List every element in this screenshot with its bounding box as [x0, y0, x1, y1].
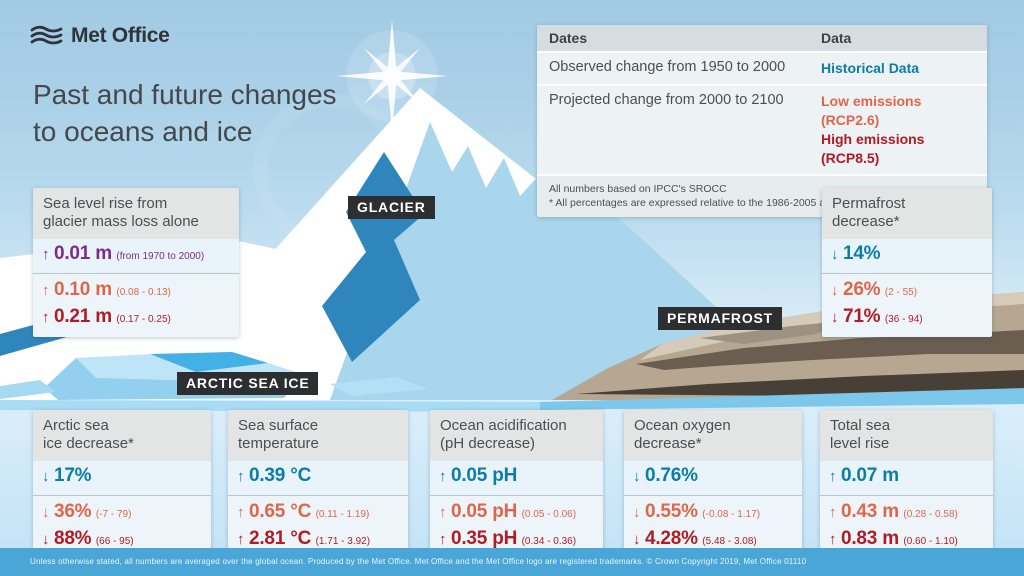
stat-value: ↓ 71% (36 - 94) — [831, 306, 923, 327]
stat-value: ↑ 0.10 m (0.08 - 0.13) — [42, 279, 171, 300]
stat-value: ↑ 0.07 m — [829, 465, 899, 486]
stat-row-historical: ↓ 17% — [33, 461, 211, 496]
trend-arrow-icon: ↓ — [42, 468, 50, 485]
stat-box-title: Sea surface temperature — [228, 410, 408, 461]
legend-observed-dates: Observed change from 1950 to 2000 — [549, 59, 786, 75]
stat-box-sea-surface-temperature: Sea surface temperature ↑ 0.39 °C ↑ 0.65 … — [228, 410, 408, 559]
legend-header-row: Dates Data — [537, 25, 987, 51]
trend-arrow-icon: ↑ — [42, 309, 50, 326]
glacier-label: GLACIER — [348, 196, 435, 219]
trend-arrow-icon: ↓ — [633, 504, 641, 521]
trend-arrow-icon: ↓ — [831, 246, 839, 263]
stat-value: ↑ 0.21 m (0.17 - 0.25) — [42, 306, 171, 327]
footer-copyright-text: Unless otherwise stated, all numbers are… — [30, 557, 807, 566]
legend-col-data: Data — [821, 30, 852, 46]
legend-box: Dates Data Observed change from 1950 to … — [537, 25, 987, 217]
stat-value: ↑ 0.83 m (0.60 - 1.10) — [829, 528, 958, 549]
stat-box-title: Total sea level rise — [820, 410, 993, 461]
stat-value: ↑ 0.35 pH (0.34 - 0.36) — [439, 528, 577, 549]
stat-rows-projected: ↑ 0.10 m (0.08 - 0.13) ↑ 0.21 m (0.17 - … — [33, 274, 239, 337]
trend-arrow-icon: ↑ — [237, 531, 245, 548]
trend-arrow-icon: ↑ — [439, 531, 447, 548]
stat-box-arctic-sea-ice: Arctic sea ice decrease* ↓ 17% ↓ 36% (-7 … — [33, 410, 211, 559]
stat-row-historical: ↑ 0.01 m (from 1970 to 2000) — [33, 239, 239, 274]
trend-arrow-icon: ↑ — [439, 468, 447, 485]
stat-value: ↑ 0.65 °C (0.11 - 1.19) — [237, 501, 370, 522]
stat-value: ↓ 17% — [42, 465, 92, 486]
legend-col-dates: Dates — [549, 30, 588, 46]
stat-box-title: Sea level rise from glacier mass loss alo… — [33, 188, 239, 239]
stat-box-title: Arctic sea ice decrease* — [33, 410, 211, 461]
trend-arrow-icon: ↑ — [829, 531, 837, 548]
legend-footnote-2: * All percentages are expressed relative… — [549, 197, 858, 209]
stat-row-historical: ↑ 0.39 °C — [228, 461, 408, 496]
stat-box-title: Permafrost decrease* — [822, 188, 992, 239]
legend-row-projected: Projected change from 2000 to 2100 Low e… — [537, 84, 987, 174]
stat-box-title: Ocean acidification (pH decrease) — [430, 410, 603, 461]
legend-low-emissions: Low emissions (RCP2.6) — [821, 93, 922, 128]
stat-value: ↑ 0.01 m (from 1970 to 2000) — [42, 243, 205, 264]
stat-value: ↑ 2.81 °C (1.71 - 3.92) — [237, 528, 371, 549]
trend-arrow-icon: ↓ — [42, 531, 50, 548]
legend-footnote-1: All numbers based on IPCC's SROCC — [549, 183, 727, 195]
stat-box-ocean-oxygen: Ocean oxygen decrease* ↓ 0.76% ↓ 0.55% (-… — [624, 410, 802, 559]
trend-arrow-icon: ↓ — [831, 282, 839, 299]
stat-box-title: Ocean oxygen decrease* — [624, 410, 802, 461]
stat-row-historical: ↓ 14% — [822, 239, 992, 274]
glacier-mountain — [140, 88, 818, 400]
stat-row-historical: ↓ 0.76% — [624, 461, 802, 496]
stat-value: ↓ 88% (66 - 95) — [42, 528, 134, 549]
stat-value: ↓ 0.76% — [633, 465, 698, 486]
stat-value: ↑ 0.05 pH — [439, 465, 518, 486]
permafrost-label: PERMAFROST — [658, 307, 782, 330]
page-title: Past and future changes to oceans and ic… — [33, 79, 337, 147]
trend-arrow-icon: ↑ — [42, 246, 50, 263]
stat-value: ↓ 0.55% (-0.08 - 1.17) — [633, 501, 761, 522]
stat-box-total-sea-level-rise: Total sea level rise ↑ 0.07 m ↑ 0.43 m (0… — [820, 410, 993, 559]
stat-row-historical: ↑ 0.07 m — [820, 461, 993, 496]
trend-arrow-icon: ↑ — [42, 282, 50, 299]
legend-historical-data: Historical Data — [821, 60, 920, 76]
trend-arrow-icon: ↑ — [237, 468, 245, 485]
trend-arrow-icon: ↑ — [439, 504, 447, 521]
trend-arrow-icon: ↑ — [829, 468, 837, 485]
stat-box-glacier-mass-loss: Sea level rise from glacier mass loss alo… — [33, 188, 239, 337]
stat-value: ↓ 26% (2 - 55) — [831, 279, 918, 300]
legend-high-emissions: High emissions (RCP8.5) — [821, 131, 925, 166]
shore-water-band — [0, 400, 540, 412]
stat-value: ↑ 0.43 m (0.28 - 0.58) — [829, 501, 958, 522]
arctic-sea-ice-label: ARCTIC SEA ICE — [177, 372, 319, 395]
trend-arrow-icon: ↓ — [42, 504, 50, 521]
stat-box-permafrost-decrease: Permafrost decrease* ↓ 14% ↓ 26% (2 - 55)… — [822, 188, 992, 337]
footer-bar: Unless otherwise stated, all numbers are… — [0, 548, 1024, 576]
met-office-logo-text: Met Office — [71, 24, 170, 47]
trend-arrow-icon: ↓ — [831, 309, 839, 326]
met-office-waves-icon — [30, 25, 63, 45]
stat-row-historical: ↑ 0.05 pH — [430, 461, 603, 496]
stat-rows-projected: ↓ 26% (2 - 55) ↓ 71% (36 - 94) — [822, 274, 992, 337]
trend-arrow-icon: ↓ — [633, 531, 641, 548]
met-office-logo: Met Office — [30, 24, 170, 48]
trend-arrow-icon: ↑ — [237, 504, 245, 521]
trend-arrow-icon: ↓ — [633, 468, 641, 485]
stat-value: ↓ 14% — [831, 243, 881, 264]
trend-arrow-icon: ↑ — [829, 504, 837, 521]
stat-box-ocean-acidification: Ocean acidification (pH decrease) ↑ 0.05 … — [430, 410, 603, 559]
stat-value: ↑ 0.39 °C — [237, 465, 312, 486]
stat-value: ↓ 4.28% (5.48 - 3.08) — [633, 528, 757, 549]
stat-value: ↑ 0.05 pH (0.05 - 0.06) — [439, 501, 577, 522]
stat-value: ↓ 36% (-7 - 79) — [42, 501, 132, 522]
legend-projected-dates: Projected change from 2000 to 2100 — [549, 92, 784, 108]
legend-row-observed: Observed change from 1950 to 2000 Histor… — [537, 51, 987, 84]
